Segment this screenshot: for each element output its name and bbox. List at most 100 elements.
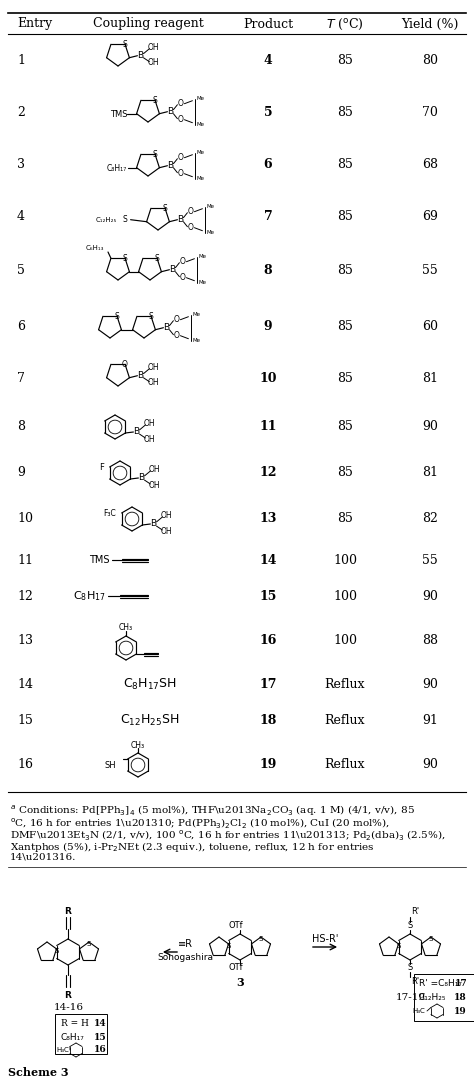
Text: Product: Product (243, 17, 293, 30)
Text: 16: 16 (17, 758, 33, 771)
Text: 5: 5 (264, 106, 272, 119)
Text: 12: 12 (259, 467, 277, 480)
Text: 55: 55 (422, 264, 438, 276)
Text: 69: 69 (422, 210, 438, 222)
Text: Me: Me (196, 150, 204, 156)
Text: O: O (173, 315, 179, 324)
Text: B: B (177, 215, 183, 225)
Text: S: S (407, 921, 413, 931)
Text: 17: 17 (455, 980, 467, 988)
Text: OH: OH (147, 58, 159, 67)
Text: R': R' (411, 977, 419, 986)
Text: 19: 19 (259, 758, 277, 771)
Text: S: S (153, 150, 157, 159)
Text: Reflux: Reflux (325, 758, 365, 771)
Text: 10: 10 (259, 373, 277, 386)
Text: Me: Me (196, 176, 204, 181)
Text: S: S (429, 936, 433, 942)
Text: O: O (180, 273, 185, 282)
Text: 5: 5 (17, 264, 25, 276)
Text: $T$ ($^{\rm o}$C): $T$ ($^{\rm o}$C) (326, 16, 364, 31)
Text: 85: 85 (337, 106, 353, 119)
Text: 85: 85 (337, 210, 353, 222)
Text: Scheme 3: Scheme 3 (8, 1067, 69, 1078)
Text: S: S (407, 963, 413, 972)
Text: OH: OH (148, 465, 160, 474)
Text: 90: 90 (422, 420, 438, 433)
Text: 9: 9 (264, 320, 272, 333)
Text: 11: 11 (259, 420, 277, 433)
Text: 85: 85 (337, 513, 353, 526)
Text: 14: 14 (259, 553, 277, 567)
Text: HS-R': HS-R' (312, 934, 338, 944)
Text: O: O (173, 332, 179, 340)
Text: 2: 2 (17, 106, 25, 119)
Text: 7: 7 (264, 210, 273, 222)
Text: C₈H₁₇: C₈H₁₇ (107, 164, 127, 173)
Text: B: B (169, 266, 175, 274)
Text: 17-19: 17-19 (396, 994, 426, 1002)
Text: 90: 90 (422, 590, 438, 603)
Text: Me: Me (199, 254, 206, 259)
Text: O: O (188, 224, 193, 232)
Text: O: O (177, 116, 183, 124)
Text: ≡R: ≡R (177, 939, 192, 949)
Text: B: B (137, 372, 144, 380)
Text: OH: OH (144, 434, 155, 444)
Text: 18: 18 (259, 714, 277, 727)
Text: 15: 15 (94, 1032, 107, 1041)
Text: S: S (123, 254, 128, 262)
Text: S: S (226, 943, 231, 949)
Text: S: S (155, 254, 159, 262)
Text: S: S (123, 40, 128, 49)
Text: Coupling reagent: Coupling reagent (92, 17, 203, 30)
Text: $^{\rm o}$C, 16 h for entries 1\u201310; Pd(PPh$_3$)$_2$Cl$_2$ (10 mol%), CuI (2: $^{\rm o}$C, 16 h for entries 1\u201310;… (10, 816, 390, 831)
Text: DMF\u2013Et$_3$N (2/1, v/v), 100 $^{\rm o}$C, 16 h for entries 11\u201313; Pd$_2: DMF\u2013Et$_3$N (2/1, v/v), 100 $^{\rm … (10, 828, 446, 842)
FancyBboxPatch shape (414, 974, 474, 1021)
Text: 70: 70 (422, 106, 438, 119)
Text: 85: 85 (337, 264, 353, 276)
Text: Reflux: Reflux (325, 714, 365, 727)
Text: $^a$ Conditions: Pd[PPh$_3$]$_4$ (5 mol%), THF\u2013Na$_2$CO$_3$ (aq. 1 M) (4/1,: $^a$ Conditions: Pd[PPh$_3$]$_4$ (5 mol%… (10, 804, 415, 819)
Text: Reflux: Reflux (325, 677, 365, 690)
Text: 7: 7 (17, 373, 25, 386)
Text: 3: 3 (17, 158, 25, 171)
Text: Yield (%): Yield (%) (401, 17, 459, 30)
Text: H₃C: H₃C (56, 1047, 69, 1053)
Text: O: O (180, 257, 185, 266)
Text: C$_8$H$_{17}$: C$_8$H$_{17}$ (73, 589, 106, 603)
Text: B: B (167, 161, 173, 171)
Text: OH: OH (148, 481, 160, 489)
Text: Me: Me (206, 204, 214, 210)
Text: R': R' (411, 907, 419, 917)
Text: B: B (150, 519, 156, 528)
Text: OH: OH (147, 378, 159, 388)
Text: 85: 85 (337, 373, 353, 386)
Text: R: R (64, 990, 72, 999)
Text: 3: 3 (236, 976, 244, 987)
Text: 85: 85 (337, 467, 353, 480)
Text: Me: Me (196, 96, 204, 102)
Text: 17: 17 (259, 677, 277, 690)
Text: S: S (163, 204, 167, 213)
Text: OH: OH (147, 43, 159, 52)
Text: 8: 8 (17, 420, 25, 433)
Text: CH₃: CH₃ (119, 623, 133, 633)
Text: F₃C: F₃C (103, 509, 116, 517)
Text: Me: Me (196, 122, 204, 127)
Text: OTf: OTf (228, 963, 243, 972)
Text: S: S (153, 96, 157, 105)
Text: 14: 14 (94, 1018, 107, 1027)
Text: C₆H₁₃: C₆H₁₃ (86, 245, 104, 251)
Text: Me: Me (192, 338, 201, 343)
Text: O: O (177, 99, 183, 108)
Text: B: B (133, 428, 139, 436)
Text: 15: 15 (259, 590, 277, 603)
Text: 6: 6 (264, 158, 272, 171)
Text: Xantphos (5%), i-Pr$_2$NEt (2.3 equiv.), toluene, reflux, 12 h for entries: Xantphos (5%), i-Pr$_2$NEt (2.3 equiv.),… (10, 840, 374, 854)
Text: O: O (188, 207, 193, 216)
Text: OTf: OTf (228, 921, 243, 931)
Text: 55: 55 (422, 553, 438, 567)
Text: O: O (177, 153, 183, 162)
Text: Me: Me (206, 230, 214, 235)
